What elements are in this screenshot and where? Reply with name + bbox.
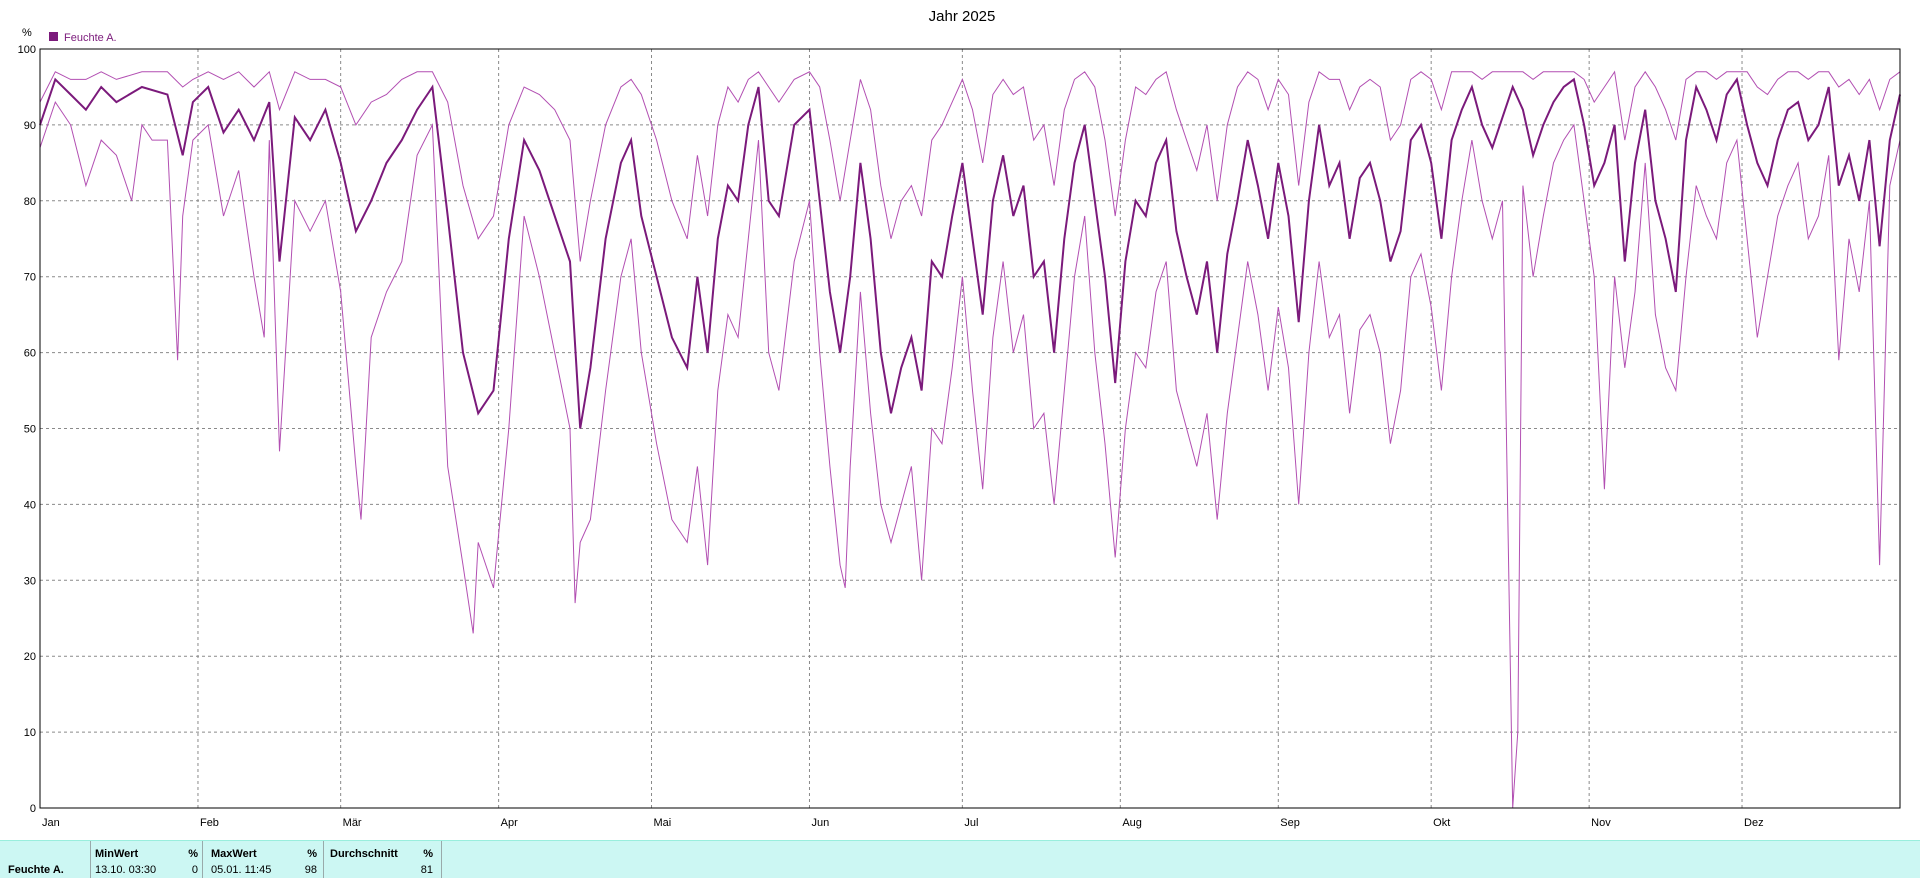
stats-max-time: 05.01. 11:45 [211,864,272,876]
y-tick-labels: 0 10 20 30 40 50 60 70 80 90 100 [18,44,36,815]
y-tick-label: 40 [24,499,36,511]
stats-min-time: 13.10. 03:30 [95,864,157,876]
x-tick-label: Apr [501,817,518,829]
stats-max-value: 98 [304,864,317,876]
y-tick-label: 90 [24,120,36,132]
x-tick-label: Feb [200,817,219,829]
y-axis-unit-label: % [22,27,32,39]
stats-series-cell: Feuchte A. [0,841,91,878]
min-series-line [39,100,1901,809]
chart-title: Jahr 2025 [929,8,996,25]
y-tick-label: 70 [24,272,36,284]
x-tick-label: Mai [654,817,672,829]
stats-max-unit: % [307,848,317,860]
avg-series-line [39,76,1901,429]
x-tick-label: Dez [1744,817,1764,829]
y-tick-label: 30 [24,575,36,587]
y-tick-label: 10 [24,727,36,739]
x-tick-label: Jun [811,817,829,829]
legend-swatch [49,32,58,41]
max-series-line [39,70,1901,262]
x-tick-label: Nov [1591,817,1611,829]
stats-avg-value: 81 [420,864,433,876]
y-tick-label: 20 [24,651,36,663]
stats-min-cell: MinWert % 13.10. 03:30 0 [91,841,203,878]
plot-frame [39,48,1901,809]
y-tick-label: 100 [18,44,36,56]
y-tick-label: 80 [24,196,36,208]
stats-avg-cell: Durchschnitt % 81 [324,841,442,878]
y-tick-label: 60 [24,348,36,360]
x-tick-labels: Jan Feb Mär Apr Mai Jun Jul Aug Sep Okt Nov Dez [42,817,1764,829]
y-tick-label: 0 [30,803,36,815]
legend-label: Feuchte A. [64,32,117,44]
stats-min-unit: % [188,848,198,860]
y-tick-label: 50 [24,424,36,436]
x-tick-label: Jul [964,817,978,829]
x-tick-label: Sep [1280,817,1300,829]
stats-max-header: MaxWert [211,848,257,860]
x-tick-label: Jan [42,817,60,829]
series-lines [39,70,1901,809]
stats-series-label: Feuchte A. [8,864,64,876]
humidity-year-chart: Jahr 2025 % Feuchte A. 0 10 20 30 40 50 60 70 80… [18,8,1901,829]
stats-avg-unit: % [423,848,433,860]
x-tick-label: Aug [1122,817,1142,829]
stats-avg-header: Durchschnitt [330,848,398,860]
x-tick-label: Mär [343,817,362,829]
grid-lines [40,49,1900,808]
stats-min-header: MinWert [95,848,139,860]
x-tick-label: Okt [1433,817,1450,829]
stats-max-cell: MaxWert % 05.01. 11:45 98 [203,841,324,878]
statistics-bar: Feuchte A. MinWert % 13.10. 03:30 0 MaxW… [0,840,1920,878]
stats-min-value: 0 [191,864,198,876]
